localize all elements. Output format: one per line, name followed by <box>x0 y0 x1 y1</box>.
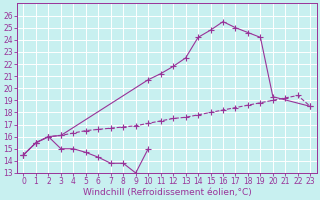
X-axis label: Windchill (Refroidissement éolien,°C): Windchill (Refroidissement éolien,°C) <box>83 188 251 197</box>
